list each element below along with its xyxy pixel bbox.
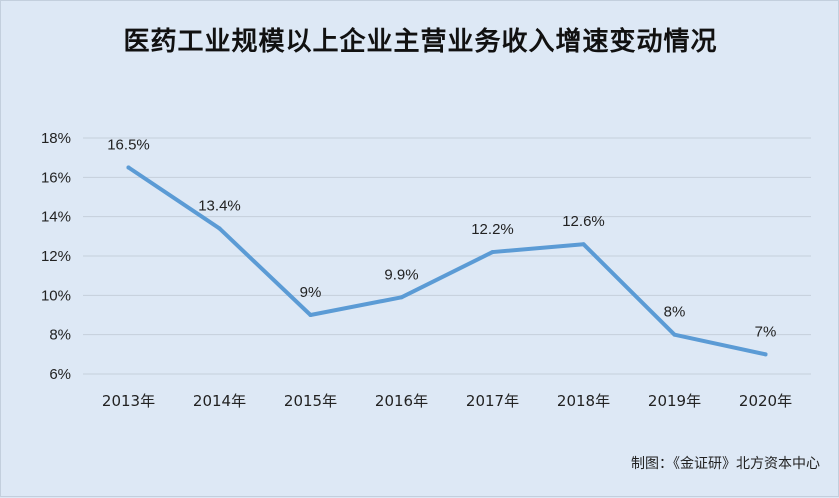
x-tick-label: 2015年 [284, 392, 337, 410]
x-tick-label: 2019年 [648, 392, 701, 410]
source-note: 制图：《金证研》北方资本中心 [631, 456, 820, 472]
y-tick-label: 10% [41, 287, 71, 304]
data-label: 7% [755, 323, 777, 340]
x-tick-label: 2016年 [375, 392, 428, 410]
x-tick-label: 2013年 [102, 392, 155, 410]
data-point [217, 226, 222, 231]
data-label: 8% [664, 304, 686, 321]
series-line [126, 165, 768, 357]
y-tick-label: 16% [41, 169, 71, 186]
chart-title: 医药工业规模以上企业主营业务收入增速变动情况 [123, 27, 718, 57]
data-point [490, 250, 495, 255]
data-label: 12.2% [471, 221, 514, 238]
data-label: 16.5% [107, 137, 150, 154]
y-tick-label: 8% [49, 327, 71, 344]
y-tick-label: 18% [41, 130, 71, 147]
data-label: 13.4% [198, 197, 241, 214]
x-tick-label: 2017年 [466, 392, 519, 410]
data-point [763, 352, 768, 357]
y-tick-label: 14% [41, 209, 71, 226]
x-tick-label: 2020年 [739, 392, 792, 410]
data-label: 12.6% [562, 213, 605, 230]
y-tick-label: 6% [49, 366, 71, 383]
data-point [581, 242, 586, 247]
data-label: 9% [300, 284, 322, 301]
x-tick-label: 2014年 [193, 392, 246, 410]
data-point [672, 332, 677, 337]
data-point [126, 165, 131, 170]
y-tick-label: 12% [41, 248, 71, 265]
data-label: 9.9% [384, 266, 418, 283]
data-point [399, 295, 404, 300]
x-tick-label: 2018年 [557, 392, 610, 410]
data-point [308, 313, 313, 317]
